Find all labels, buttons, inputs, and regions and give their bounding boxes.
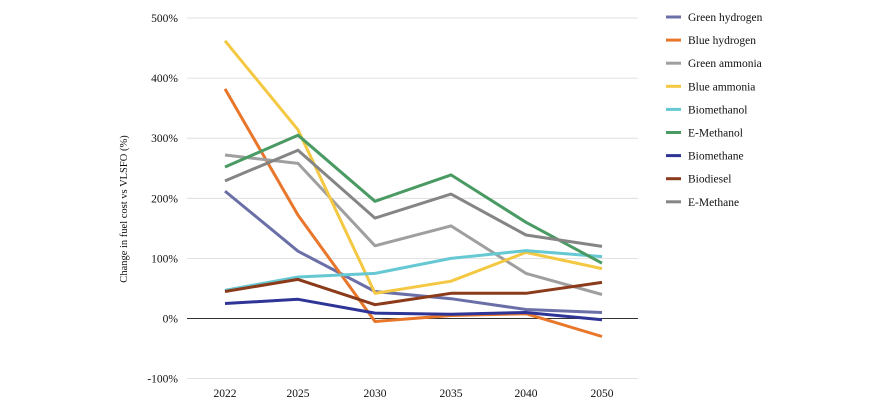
x-tick-label: 2035 [440,388,463,400]
y-tick-label: 100% [151,253,178,265]
series-line-biodiesel [224,277,603,307]
series-line-green-ammonia [224,153,603,296]
series-line-blue-ammonia [223,39,603,295]
gridlines [187,17,638,380]
y-tick-label: 300% [151,133,178,145]
legend-label-green-ammonia: Green ammonia [688,58,762,70]
y-tick-label: 500% [151,13,178,25]
x-tick-label: 2050 [591,388,614,400]
x-tick-label: 2025 [287,388,310,400]
y-tick-label: 400% [151,73,178,85]
y-tick-label: 0% [163,314,179,326]
series-line-e-methane [224,148,603,248]
legend-label-blue-hydrogen: Blue hydrogen [688,35,756,47]
legend-label-blue-ammonia: Blue ammonia [688,81,755,93]
x-tick-label: 2040 [515,388,538,400]
series-line-biomethane [224,297,603,322]
y-axis-label: Change in fuel cost vs VLSFO (%) [119,135,130,283]
x-tick-label: 2022 [214,388,237,400]
legend: Green hydrogen Blue hydrogen Green ammonia… [666,12,763,209]
legend-label-biomethanol: Biomethanol [688,104,747,116]
x-tick-label: 2030 [364,388,387,400]
series-lines [223,39,603,338]
series-line-blue-hydrogen [223,88,603,338]
legend-label-e-methanol: E-Methanol [688,128,743,140]
axes: -100% 0% 100% 200% 300% 400% 500% 2022 2025 2030 2… [147,13,638,400]
series-line-e-methanol [224,133,603,265]
y-tick-label: -100% [147,374,178,386]
legend-label-biomethane: Biomethane [688,151,744,163]
y-tick-label: 200% [151,193,178,205]
legend-label-biodiesel: Biodiesel [688,174,731,186]
legend-label-green-hydrogen: Green hydrogen [688,12,763,24]
legend-label-e-methane: E-Methane [688,197,739,209]
series-line-green-hydrogen [224,189,603,314]
series-line-biomethanol [224,249,603,292]
